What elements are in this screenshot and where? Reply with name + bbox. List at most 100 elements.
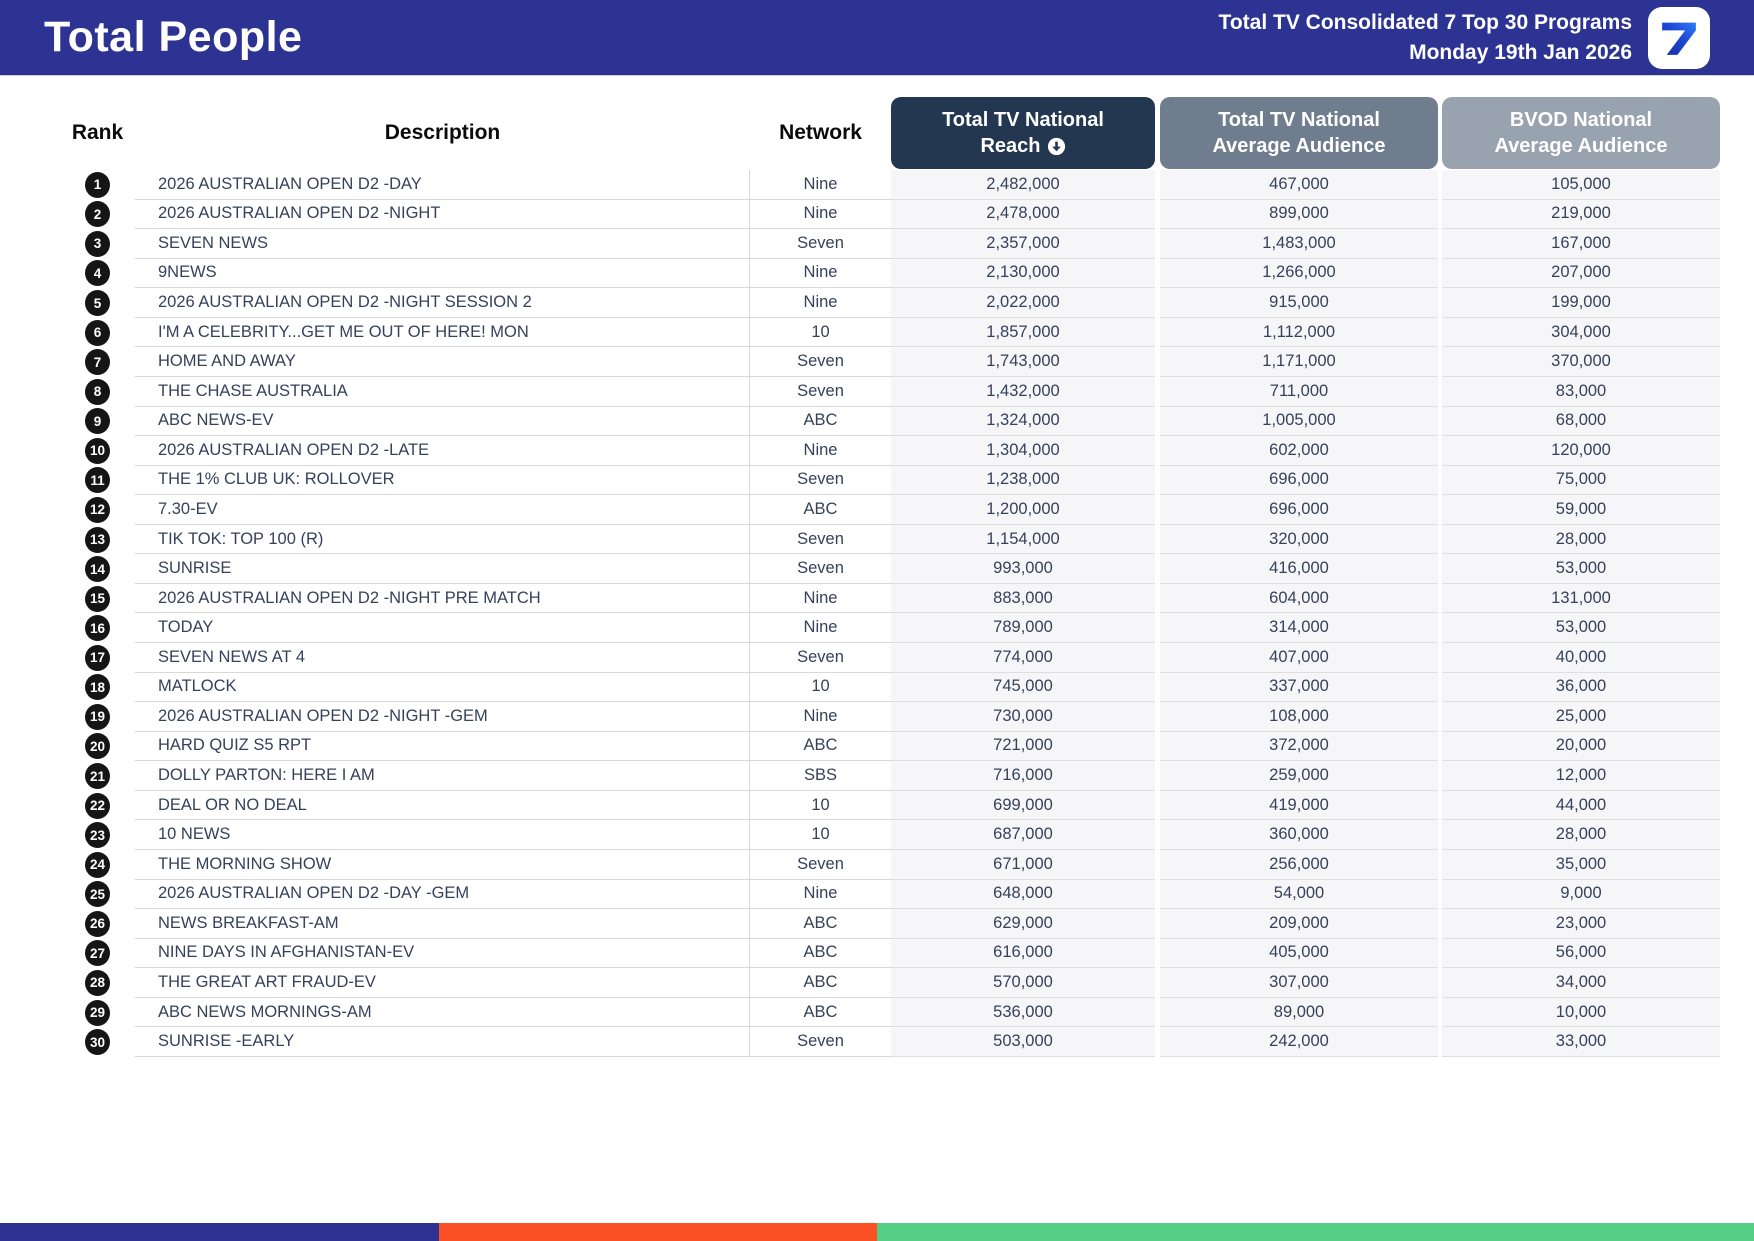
- total-tv-national-reach-value: 1,324,000: [891, 406, 1155, 437]
- bvod-national-average-audience-value: 219,000: [1442, 199, 1720, 230]
- rank-badge: 6: [85, 319, 110, 346]
- total-tv-national-average-audience-value: 1,005,000: [1160, 406, 1438, 437]
- bvod-national-average-audience-value: 12,000: [1442, 761, 1720, 791]
- total-tv-national-average-audience-value: 259,000: [1160, 761, 1438, 791]
- bvod-national-average-audience-value: 35,000: [1442, 849, 1720, 880]
- bvod-national-average-audience-value: 370,000: [1442, 347, 1720, 377]
- table-row: 15 2026 AUSTRALIAN OPEN D2 -NIGHT PRE MA…: [60, 583, 1720, 614]
- rank-badge: 22: [85, 792, 110, 819]
- table-row: 18 MATLOCK 10 745,000 337,000 36,000: [60, 672, 1720, 703]
- program-network: 10: [750, 820, 891, 850]
- table-row: 21 DOLLY PARTON: HERE I AM SBS 716,000 2…: [60, 761, 1720, 791]
- total-tv-national-reach-value: 629,000: [891, 909, 1155, 939]
- total-tv-national-average-audience-value: 320,000: [1160, 524, 1438, 555]
- table-row: 23 10 NEWS 10 687,000 360,000 28,000: [60, 820, 1720, 850]
- bvod-national-average-audience-value: 25,000: [1442, 702, 1720, 732]
- total-tv-national-average-audience-value: 696,000: [1160, 495, 1438, 525]
- rank-badge: 2: [85, 201, 110, 228]
- program-network: ABC: [750, 968, 891, 998]
- program-network: ABC: [750, 909, 891, 939]
- bvod-national-average-audience-value: 83,000: [1442, 376, 1720, 407]
- rank-badge: 18: [85, 674, 110, 701]
- bvod-national-average-audience-value: 68,000: [1442, 406, 1720, 437]
- sort-descending-icon: [1047, 137, 1065, 155]
- program-network: Seven: [750, 347, 891, 377]
- program-network: Nine: [750, 613, 891, 643]
- total-tv-national-reach-value: 789,000: [891, 613, 1155, 643]
- column-header-total-tv-reach[interactable]: Total TV National Reach: [891, 97, 1155, 169]
- total-tv-national-average-audience-value: 360,000: [1160, 820, 1438, 850]
- program-description: SEVEN NEWS AT 4: [135, 643, 750, 673]
- total-tv-national-reach-value: 774,000: [891, 643, 1155, 673]
- bvod-national-average-audience-value: 44,000: [1442, 790, 1720, 821]
- table-header-row: Rank Description Network Total TV Nation…: [60, 97, 1720, 169]
- table-row: 2 2026 AUSTRALIAN OPEN D2 -NIGHT Nine 2,…: [60, 199, 1720, 230]
- total-tv-national-reach-value: 2,130,000: [891, 258, 1155, 289]
- program-network: Nine: [750, 259, 891, 289]
- program-network: Seven: [750, 554, 891, 584]
- program-description: 7.30-EV: [135, 495, 750, 525]
- program-description: 10 NEWS: [135, 820, 750, 850]
- total-tv-national-average-audience-value: 242,000: [1160, 1027, 1438, 1057]
- total-tv-national-reach-value: 1,238,000: [891, 465, 1155, 496]
- column-header-rank: Rank: [71, 121, 124, 144]
- bvod-national-average-audience-value: 131,000: [1442, 583, 1720, 614]
- rank-badge: 17: [85, 644, 110, 671]
- page-title: Total People: [44, 13, 303, 61]
- rank-badge: 26: [85, 910, 110, 937]
- program-network: Nine: [750, 702, 891, 732]
- program-network: ABC: [750, 407, 891, 437]
- table-row: 3 SEVEN NEWS Seven 2,357,000 1,483,000 1…: [60, 229, 1720, 259]
- rank-badge: 24: [85, 851, 110, 878]
- table-row: 7 HOME AND AWAY Seven 1,743,000 1,171,00…: [60, 347, 1720, 377]
- program-network: Seven: [750, 525, 891, 555]
- table-row: 1 2026 AUSTRALIAN OPEN D2 -DAY Nine 2,48…: [60, 170, 1720, 200]
- total-tv-national-average-audience-value: 915,000: [1160, 288, 1438, 318]
- program-description: SUNRISE -EARLY: [135, 1027, 750, 1057]
- program-description: THE CHASE AUSTRALIA: [135, 376, 750, 407]
- total-tv-national-average-audience-value: 467,000: [1160, 170, 1438, 200]
- table-row: 11 THE 1% CLUB UK: ROLLOVER Seven 1,238,…: [60, 465, 1720, 496]
- program-description: 2026 AUSTRALIAN OPEN D2 -DAY -GEM: [135, 879, 750, 910]
- program-network: Nine: [750, 436, 891, 466]
- total-tv-national-reach-value: 883,000: [891, 583, 1155, 614]
- rank-badge: 4: [85, 260, 110, 287]
- program-description: TODAY: [135, 613, 750, 643]
- program-description: DOLLY PARTON: HERE I AM: [135, 761, 750, 791]
- rank-badge: 23: [85, 822, 110, 849]
- program-network: Seven: [750, 850, 891, 880]
- total-tv-national-reach-value: 1,857,000: [891, 317, 1155, 348]
- program-network: 10: [750, 673, 891, 703]
- program-description: 2026 AUSTRALIAN OPEN D2 -NIGHT PRE MATCH: [135, 583, 750, 614]
- total-tv-national-average-audience-value: 108,000: [1160, 702, 1438, 732]
- rank-badge: 5: [85, 290, 110, 317]
- table-row: 16 TODAY Nine 789,000 314,000 53,000: [60, 613, 1720, 643]
- rank-badge: 19: [85, 703, 110, 730]
- seven-logo-glyph: [1662, 22, 1696, 55]
- total-tv-national-reach-value: 536,000: [891, 997, 1155, 1028]
- total-tv-national-reach-value: 716,000: [891, 761, 1155, 791]
- report-subtitle-line2: Monday 19th Jan 2026: [1409, 40, 1632, 64]
- bvod-national-average-audience-value: 23,000: [1442, 909, 1720, 939]
- total-tv-national-reach-value: 730,000: [891, 702, 1155, 732]
- column-header-total-tv-average-audience[interactable]: Total TV National Average Audience: [1160, 97, 1438, 169]
- bvod-national-average-audience-value: 105,000: [1442, 170, 1720, 200]
- total-tv-national-reach-value: 648,000: [891, 879, 1155, 910]
- table-row: 6 I'M A CELEBRITY...GET ME OUT OF HERE! …: [60, 317, 1720, 348]
- table-body: 1 2026 AUSTRALIAN OPEN D2 -DAY Nine 2,48…: [60, 170, 1720, 1057]
- bvod-national-average-audience-value: 207,000: [1442, 258, 1720, 289]
- total-tv-national-reach-value: 993,000: [891, 554, 1155, 584]
- total-tv-national-reach-value: 1,200,000: [891, 495, 1155, 525]
- bvod-national-average-audience-value: 34,000: [1442, 968, 1720, 998]
- bvod-national-average-audience-value: 10,000: [1442, 997, 1720, 1028]
- table-row: 20 HARD QUIZ S5 RPT ABC 721,000 372,000 …: [60, 731, 1720, 762]
- bvod-national-average-audience-value: 36,000: [1442, 672, 1720, 703]
- program-description: HARD QUIZ S5 RPT: [135, 731, 750, 762]
- rank-badge: 15: [85, 585, 110, 612]
- footer-strip-blue: [0, 1223, 439, 1241]
- program-description: THE 1% CLUB UK: ROLLOVER: [135, 465, 750, 496]
- program-description: TIK TOK: TOP 100 (R): [135, 524, 750, 555]
- column-header-bvod-average-audience[interactable]: BVOD National Average Audience: [1442, 97, 1720, 169]
- bvod-national-average-audience-value: 28,000: [1442, 820, 1720, 850]
